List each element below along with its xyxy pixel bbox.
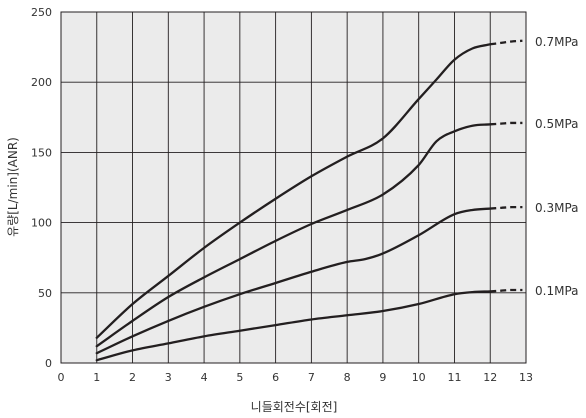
- series-line-solid: [95, 123, 492, 348]
- series-label: 0.7MPa: [535, 35, 579, 49]
- x-axis-title: 니들회전수[회전]: [251, 400, 338, 414]
- y-tick-label: 50: [38, 287, 52, 300]
- x-tick-label: 7: [308, 371, 315, 384]
- x-tick-label: 10: [412, 371, 426, 384]
- series-line-solid: [95, 290, 492, 362]
- y-axis-title: 유량[L/min](ANR): [6, 137, 20, 237]
- x-tick-label: 13: [519, 371, 533, 384]
- x-tick-label: 4: [201, 371, 208, 384]
- series-lines: [95, 39, 523, 362]
- x-tick-label: 0: [58, 371, 65, 384]
- series-line-dashed: [490, 39, 523, 46]
- x-axis-ticks: 0 1 2 3 4 5 6 7 8 9 10 11 12 13: [58, 371, 534, 384]
- grid: [61, 12, 526, 363]
- y-tick-label: 200: [31, 76, 52, 89]
- x-tick-label: 8: [344, 371, 351, 384]
- series-line-dashed: [490, 121, 523, 126]
- series-label: 0.3MPa: [535, 201, 579, 215]
- x-tick-label: 11: [447, 371, 461, 384]
- x-tick-label: 3: [165, 371, 172, 384]
- series-labels: 0.7MPa 0.5MPa 0.3MPa 0.1MPa: [535, 35, 579, 298]
- x-tick-label: 1: [93, 371, 100, 384]
- x-tick-label: 9: [379, 371, 386, 384]
- y-tick-label: 0: [45, 357, 52, 370]
- series-line-solid: [95, 43, 492, 339]
- x-tick-label: 6: [272, 371, 279, 384]
- series-line-solid: [95, 207, 492, 355]
- x-tick-label: 12: [483, 371, 497, 384]
- y-tick-label: 250: [31, 6, 52, 19]
- series-label: 0.1MPa: [535, 284, 579, 298]
- x-tick-label: 2: [129, 371, 136, 384]
- series-line-dashed: [490, 288, 523, 293]
- series-label: 0.5MPa: [535, 117, 579, 131]
- y-tick-label: 150: [31, 146, 52, 159]
- y-tick-label: 100: [31, 217, 52, 230]
- y-axis-ticks: 0 50 100 150 200 250: [31, 6, 52, 370]
- series-line-dashed: [490, 206, 523, 210]
- x-tick-label: 5: [236, 371, 243, 384]
